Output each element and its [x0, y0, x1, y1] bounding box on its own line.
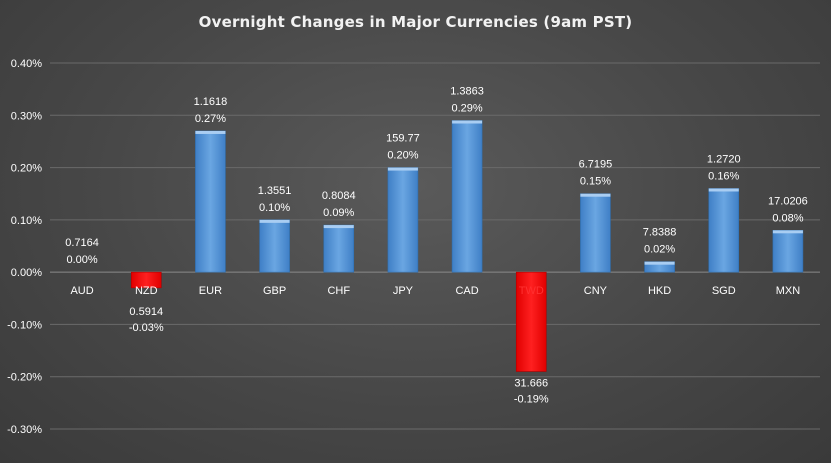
rate-label: 1.1618 [194, 96, 228, 108]
rate-label: 0.8084 [322, 190, 356, 202]
percent-label: 0.02% [644, 244, 675, 256]
percent-label: 0.16% [708, 170, 739, 182]
bar-mxn [772, 230, 804, 273]
bar-eur [195, 130, 226, 273]
y-tick-label: -0.20% [7, 372, 42, 384]
x-tick-label: CAD [455, 285, 478, 297]
chart-title: Overnight Changes in Major Currencies (9… [198, 13, 633, 31]
rate-label: 6.7195 [579, 159, 613, 171]
bar-sgd [708, 188, 740, 273]
x-tick-label: SGD [712, 285, 736, 297]
rate-label: 17.0206 [768, 195, 808, 207]
y-tick-label: -0.30% [7, 424, 42, 436]
percent-label: 0.10% [259, 202, 290, 214]
rate-label: 0.7164 [65, 237, 99, 249]
bar-cny [580, 193, 611, 273]
x-tick-label: JPY [393, 285, 414, 297]
bar-highlight [323, 225, 354, 229]
rate-label: 1.2720 [707, 153, 741, 165]
rate-label: 31.666 [514, 377, 548, 389]
rate-label: 0.5914 [129, 306, 163, 318]
bar-gbp [259, 219, 290, 273]
x-tick-label: HKD [648, 285, 671, 297]
bar-cad [451, 120, 483, 273]
bar-highlight [195, 130, 226, 134]
bar-jpy [387, 167, 419, 273]
y-tick-label: -0.10% [7, 319, 42, 331]
x-tick-label: AUD [70, 285, 93, 297]
bar-highlight [259, 219, 290, 223]
y-tick-label: 0.20% [11, 163, 42, 175]
rate-label: 159.77 [386, 133, 420, 145]
percent-label: 0.20% [387, 150, 418, 162]
x-tick-label: CHF [327, 285, 350, 297]
y-tick-label: 0.40% [11, 58, 42, 70]
y-tick-label: 0.30% [11, 110, 42, 122]
bar-highlight [772, 230, 803, 234]
bar-highlight [387, 167, 418, 171]
bar-nzd [130, 271, 162, 289]
percent-label: 0.00% [66, 254, 97, 266]
x-tick-label: EUR [199, 285, 222, 297]
percent-label: 0.08% [772, 212, 803, 224]
bar-highlight [708, 188, 739, 192]
percent-label: 0.15% [580, 176, 611, 188]
x-tick-label: NZD [135, 285, 158, 297]
percent-label: -0.19% [514, 393, 549, 405]
x-tick-label: GBP [263, 285, 286, 297]
rate-label: 7.8388 [643, 227, 677, 239]
bar-highlight [452, 120, 483, 124]
rate-label: 1.3863 [450, 86, 484, 98]
bar-highlight [644, 261, 675, 265]
percent-label: -0.03% [129, 322, 164, 334]
bar-chf [323, 224, 355, 273]
y-tick-label: 0.10% [11, 215, 42, 227]
bar-twd [515, 271, 547, 372]
y-tick-label: 0.00% [11, 267, 42, 279]
percent-label: 0.29% [451, 103, 482, 115]
bar-highlight [580, 193, 611, 197]
percent-label: 0.27% [195, 113, 226, 125]
percent-label: 0.09% [323, 207, 354, 219]
rate-label: 1.3551 [258, 185, 292, 197]
x-tick-label: TWD [519, 285, 544, 297]
x-tick-label: CNY [584, 285, 608, 297]
x-tick-label: MXN [776, 285, 801, 297]
